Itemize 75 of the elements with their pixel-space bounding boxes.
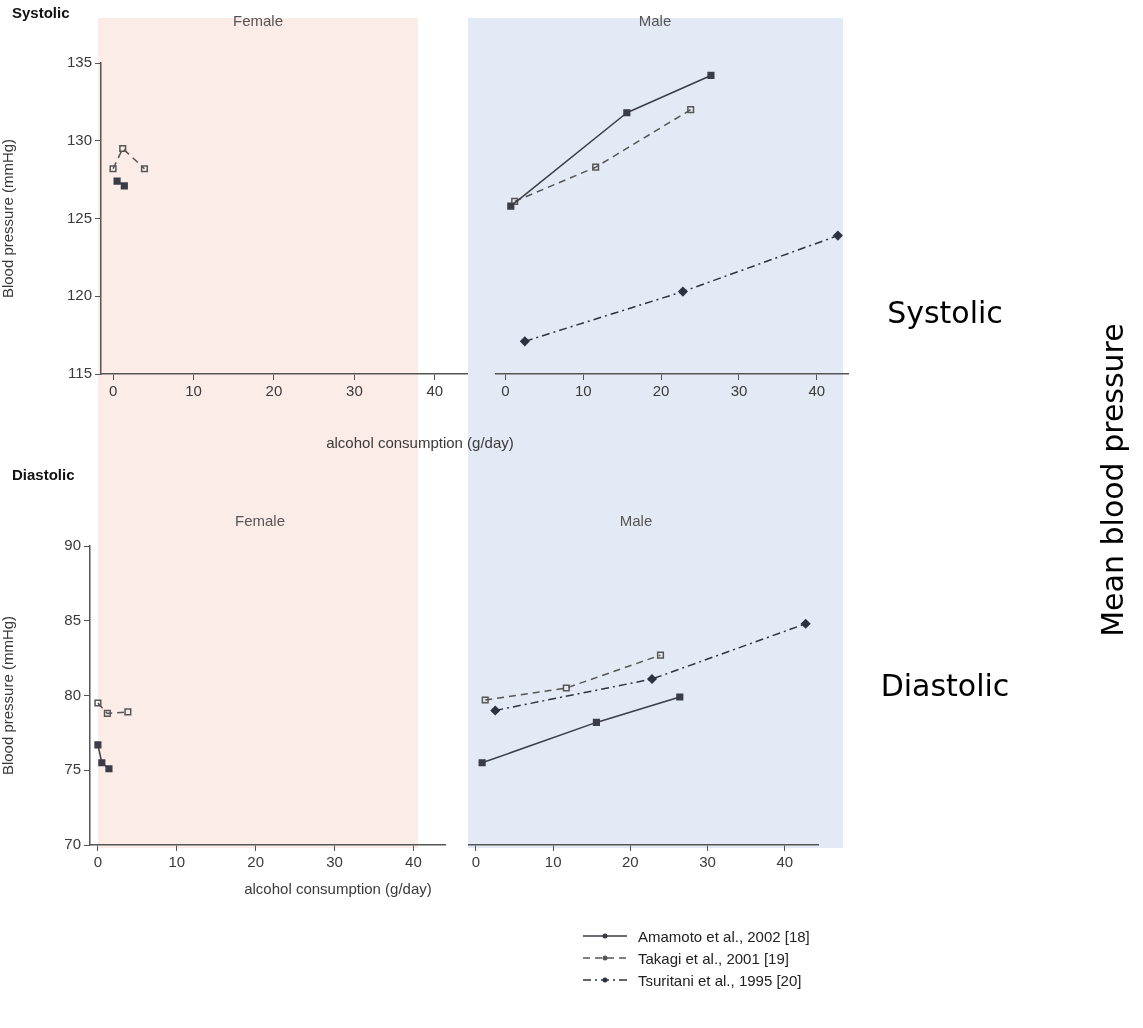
x-tick-label: 0 [471,853,481,871]
x-tick-label: 0 [93,853,103,871]
point [94,699,102,707]
legend-label: Amamoto et al., 2002 [18] [638,927,810,945]
text: Mean blood pressure [1094,323,1130,637]
y-tick-label: 70 [64,835,81,853]
x-tick-label: 10 [168,853,186,871]
point [800,618,811,629]
y-tick-label: 135 [66,53,92,71]
x-tick-label: 40 [405,853,422,871]
y-tick-label: 120 [66,286,92,304]
point [647,674,657,684]
point [490,705,500,716]
point [105,765,113,773]
y-tick-label: 90 [64,536,81,554]
point [94,741,102,749]
x-axis-title: alcohol consumption (g/day) [326,434,514,451]
point [676,693,684,701]
x-tick-label: 20 [622,853,639,871]
point [119,144,127,153]
point [140,165,149,173]
legend-label: Takagi et al., 2001 [19] [638,949,789,967]
y-tick-label: 125 [66,208,92,226]
legend-label: Tsuritani et al., 1995 [20] [638,971,802,989]
point [98,759,106,767]
point [656,651,665,659]
point [124,708,132,716]
x-tick-label: 40 [808,382,826,400]
x-tick-label: 10 [544,853,562,871]
x-tick-label: 20 [265,382,283,400]
point [103,709,111,718]
x-tick-label: 0 [108,382,118,400]
chart-title: Male [619,512,653,529]
chart-title: Female [232,12,284,29]
y-tick-label: 80 [64,685,81,703]
point [120,182,128,190]
x-tick-label: 20 [247,853,265,871]
x-tick-label: 30 [346,382,363,400]
x-tick-label: 40 [776,853,794,871]
point [113,177,121,185]
point [707,71,715,80]
x-tick-label: 20 [652,382,670,400]
y-tick-label: 75 [64,760,81,778]
y-tick-label: 130 [66,130,92,148]
point [592,718,600,726]
x-tick-label: 40 [426,382,444,400]
point [511,197,519,205]
point [678,286,688,297]
y-axis-title: Blood pressure (mmHg) [0,615,17,776]
x-tick-label: 0 [501,382,510,400]
point [687,106,695,114]
x-axis-title: alcohol consumption (g/day) [244,880,432,897]
point [507,202,515,210]
text: Systolic [12,4,70,21]
text: Systolic [887,294,1003,330]
text: Diastolic [12,466,75,483]
x-tick-label: 30 [326,853,343,871]
point [562,684,570,692]
y-tick-label: 115 [68,364,92,382]
point [481,696,489,704]
x-tick-label: 10 [185,382,202,400]
point [592,163,600,171]
x-tick-label: 30 [730,382,748,400]
point [109,165,117,173]
x-tick-label: 10 [574,382,592,400]
x-tick-label: 30 [699,853,716,871]
point [623,109,631,117]
point [520,336,530,347]
text: Diastolic [880,667,1010,703]
y-axis-title: Blood pressure (mmHg) [0,138,17,299]
chart-title: Male [638,12,672,29]
chart-title: Female [234,512,286,529]
point [478,759,486,767]
y-tick-label: 85 [64,610,81,628]
point [833,230,843,241]
